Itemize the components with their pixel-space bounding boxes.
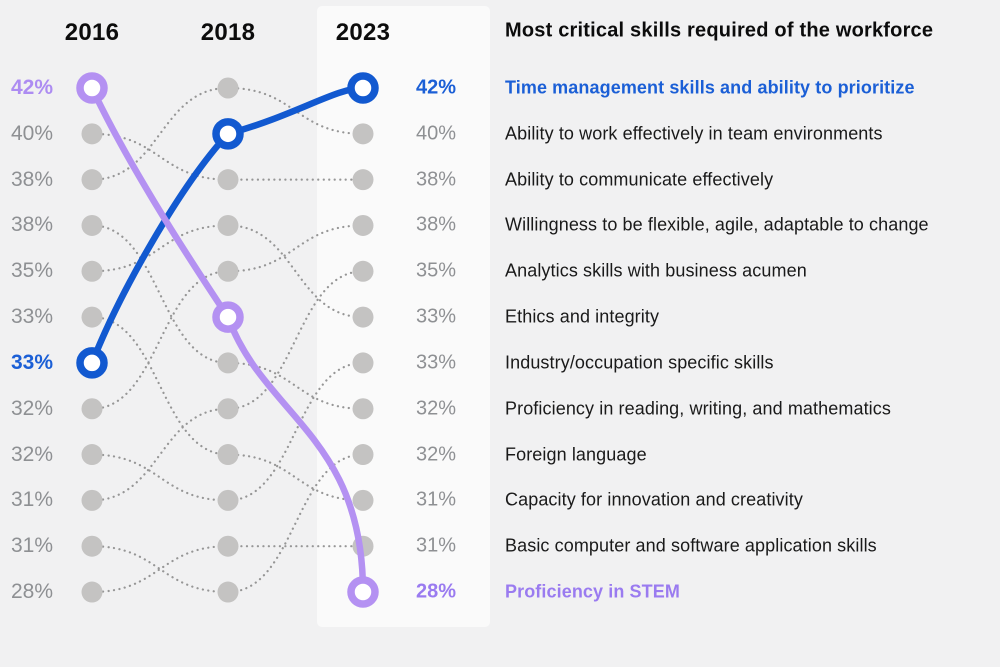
rank-dot-2023-r10 — [352, 489, 374, 511]
left-axis-value-r11: 31% — [11, 534, 54, 558]
right-axis-value-r2: 40% — [416, 122, 457, 145]
series-marker-purple-2016 — [76, 72, 108, 104]
series-marker-purple-2018 — [212, 301, 244, 333]
rank-dot-2018-r12 — [217, 581, 239, 603]
series-marker-blue-2023 — [347, 72, 379, 104]
left-axis-value-r6: 33% — [11, 305, 54, 329]
rank-dot-2023-r2 — [352, 123, 374, 145]
year-2023-highlight-panel — [317, 6, 490, 627]
rank-dot-2018-r10 — [217, 489, 239, 511]
rank-dot-2018-r4 — [217, 214, 239, 236]
rank-dot-2016-r2 — [81, 123, 103, 145]
rank-dot-2018-r3 — [217, 169, 239, 191]
right-axis-value-r1: 42% — [416, 76, 457, 99]
skill-label-r9: Foreign language — [505, 444, 647, 465]
left-axis-value-r12: 28% — [11, 580, 54, 604]
rank-dot-2023-r4 — [352, 214, 374, 236]
left-axis-value-r1: 42% — [11, 76, 54, 99]
background-link-1 — [90, 132, 365, 181]
left-axis-value-r4: 38% — [11, 213, 54, 237]
background-link-5 — [90, 361, 365, 502]
rank-dot-2023-r9 — [352, 444, 374, 466]
right-axis-value-r7: 33% — [416, 351, 457, 374]
rank-dot-2018-r9 — [217, 444, 239, 466]
rank-dot-2018-r1 — [217, 77, 239, 99]
rank-dot-2016-r4 — [81, 214, 103, 236]
skill-label-r3: Ability to communicate effectively — [505, 169, 774, 190]
left-axis-value-r3: 38% — [11, 167, 54, 191]
right-axis-value-r4: 38% — [416, 213, 457, 236]
rank-dot-2023-r6 — [352, 306, 374, 328]
rank-dot-2016-r11 — [81, 535, 103, 557]
skill-label-r12: Proficiency in STEM — [505, 581, 680, 602]
background-link-7 — [90, 453, 365, 594]
right-axis-value-r6: 33% — [416, 305, 457, 328]
left-axis-value-r5: 35% — [11, 259, 54, 283]
rank-dot-2023-r7 — [352, 352, 374, 374]
rank-dot-2016-r12 — [81, 581, 103, 603]
rank-dot-2023-r5 — [352, 260, 374, 282]
skill-label-r4: Willingness to be flexible, agile, adapt… — [505, 214, 929, 235]
series-marker-blue-2018 — [212, 118, 244, 150]
right-axis-value-r3: 38% — [416, 168, 457, 191]
skill-label-r1: Time management skills and ability to pr… — [505, 77, 915, 98]
skill-label-r2: Ability to work effectively in team envi… — [505, 123, 883, 144]
skill-label-r11: Basic computer and software application … — [505, 535, 877, 556]
left-axis-value-r10: 31% — [11, 488, 54, 512]
skill-label-r10: Capacity for innovation and creativity — [505, 489, 803, 510]
left-axis-value-r8: 32% — [11, 396, 54, 420]
background-link-9 — [90, 545, 365, 594]
rank-dot-2018-r11 — [217, 535, 239, 557]
skill-label-r8: Proficiency in reading, writing, and mat… — [505, 398, 891, 419]
rank-dot-2016-r10 — [81, 489, 103, 511]
rank-dot-2018-r8 — [217, 398, 239, 420]
year-header-2016: 2016 — [64, 19, 120, 46]
left-axis-value-r2: 40% — [11, 121, 54, 145]
series-marker-blue-2016 — [76, 347, 108, 379]
rank-dot-2016-r8 — [81, 398, 103, 420]
chart-title: Most critical skills required of the wor… — [505, 19, 934, 42]
series-marker-purple-2023 — [347, 576, 379, 608]
rank-dot-2018-r7 — [217, 352, 239, 374]
rank-dot-2016-r9 — [81, 444, 103, 466]
rank-dot-2018-r5 — [217, 260, 239, 282]
right-axis-value-r11: 31% — [416, 534, 457, 557]
right-axis-value-r8: 32% — [416, 397, 457, 420]
right-axis-value-r12: 28% — [416, 580, 457, 603]
year-header-2018: 2018 — [200, 19, 256, 46]
skill-label-r6: Ethics and integrity — [505, 306, 660, 327]
right-axis-value-r9: 32% — [416, 443, 457, 466]
skill-label-r7: Industry/occupation specific skills — [505, 352, 774, 373]
rank-dot-2016-r3 — [81, 169, 103, 191]
skill-label-r5: Analytics skills with business acumen — [505, 260, 807, 281]
left-axis-value-r9: 32% — [11, 442, 54, 466]
rank-dot-2023-r8 — [352, 398, 374, 420]
rank-dot-2016-r6 — [81, 306, 103, 328]
right-axis-value-r5: 35% — [416, 259, 457, 282]
right-axis-value-r10: 31% — [416, 488, 457, 511]
rank-dot-2023-r3 — [352, 169, 374, 191]
left-axis-value-r7: 33% — [11, 350, 54, 374]
year-header-2023: 2023 — [335, 19, 391, 46]
rank-dot-2016-r5 — [81, 260, 103, 282]
